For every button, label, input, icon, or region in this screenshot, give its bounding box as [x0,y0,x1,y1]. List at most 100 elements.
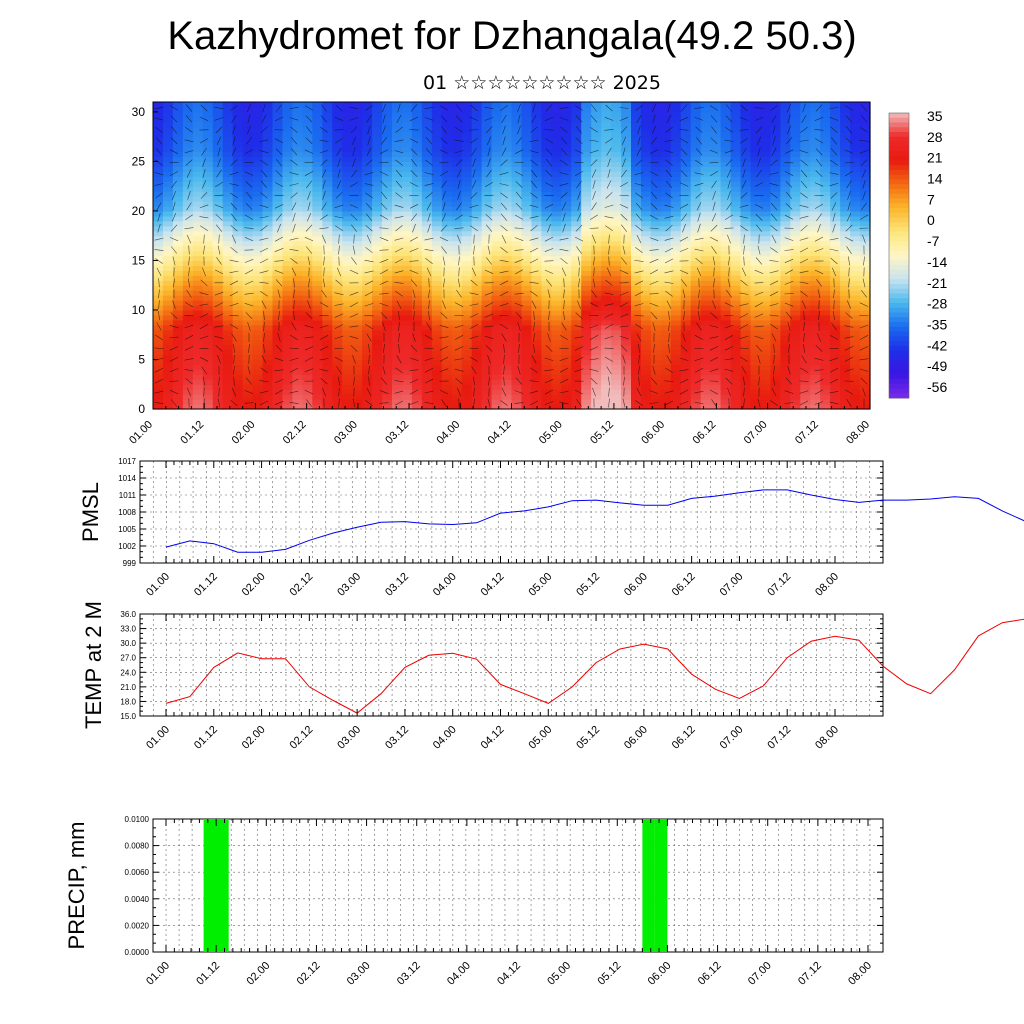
heatmap-cell [392,156,403,163]
heatmap-cell [401,205,413,212]
heatmap-cell [252,176,264,182]
wind-barb [395,192,403,199]
heatmap-cell [720,295,732,301]
heatmap-cell [571,309,582,316]
heatmap-cell [581,290,592,296]
heatmap-cell [421,131,433,138]
heatmap-cell [561,349,572,356]
heatmap-cell [571,364,582,370]
heatmap-cell [680,359,692,366]
heatmap-cell [690,349,702,356]
heatmap-cell [212,181,224,187]
heatmap-cell [750,255,762,262]
heatmap-cell [830,364,841,370]
heatmap-cell [830,275,841,281]
heatmap-cell [362,186,373,192]
heatmap-cell [153,290,164,296]
heatmap-cell [690,265,702,271]
heatmap-cell [372,171,383,177]
heatmap-cell [153,166,164,172]
heatmap-cell [252,205,264,212]
heatmap-cell [660,201,672,207]
heatmap-cell [461,369,473,375]
heatmap-cell [631,364,642,370]
heatmap-cell [830,111,841,118]
heatmap-cell [262,334,274,341]
heatmap-cell [660,235,672,242]
heatmap-cell [850,186,861,192]
heatmap-cell [441,121,453,128]
heatmap-cell [581,339,592,346]
heatmap-cell [491,305,503,311]
heatmap-cell [621,141,632,148]
heatmap-cell [670,166,682,172]
heatmap-cell [322,161,333,167]
wind-barb [293,300,295,310]
heatmap-cell [561,300,572,306]
wind-barb [425,148,433,156]
heatmap-cell [162,404,174,410]
heatmap-cell [282,166,294,172]
heatmap-cell [222,121,234,128]
heatmap-cell [212,106,224,113]
heatmap-cell [670,161,682,167]
heatmap-cell [292,116,303,123]
heatmap-cell [601,196,612,202]
heatmap-cell [312,245,323,252]
heatmap-cell [571,141,582,148]
heatmap-cell [392,196,403,202]
wind-barb [379,302,389,307]
heatmap-cell [302,290,313,296]
heatmap-cell [710,285,722,291]
heatmap-cell [461,141,473,148]
heatmap-cell [561,131,572,138]
heatmap-cell [441,215,453,222]
heatmap-cell [312,235,323,242]
heatmap-cell [162,374,174,380]
wind-barb [380,377,388,385]
heatmap-cell [282,196,294,202]
heatmap-cell [660,106,672,113]
heatmap-cell [730,300,742,306]
heatmap-cell [531,389,542,395]
heatmap-cell [581,354,592,361]
heatmap-cell [531,230,542,237]
heatmap-cell [392,359,403,366]
heatmap-cell [611,156,622,163]
heatmap-cell [352,215,363,222]
heatmap-cell [640,399,652,405]
wind-barb [410,213,418,221]
heatmap-cell [392,141,403,148]
heatmap-cell [372,389,383,395]
heatmap-cell [441,116,453,123]
heatmap-cell [491,176,503,182]
heatmap-cell [262,235,274,242]
heatmap-cell [551,300,562,306]
heatmap-cell [302,379,313,385]
wind-barb [367,125,371,135]
heatmap-cell [740,210,752,217]
heatmap-cell [800,384,811,390]
heatmap-cell [272,245,284,252]
heatmap-cell [591,329,602,336]
heatmap-cell [521,240,533,247]
wind-barb [215,181,223,188]
wind-barb [245,202,253,210]
heatmap-cell [850,205,861,212]
heatmap-cell [421,270,433,276]
heatmap-cell [710,324,722,331]
heatmap-cell [401,344,413,351]
heatmap-cell [431,250,443,257]
heatmap-cell [292,404,303,410]
heatmap-cell [670,309,682,316]
heatmap-cell [362,270,373,276]
heatmap-cell [232,285,244,291]
wind-barb [230,399,238,407]
heatmap-cell [551,270,562,276]
heatmap-cell [401,384,413,390]
heatmap-cell [262,215,274,222]
heatmap-cell [382,191,393,197]
wind-barb [214,325,224,328]
heatmap-cell [521,260,533,266]
heatmap-cell [780,196,791,202]
